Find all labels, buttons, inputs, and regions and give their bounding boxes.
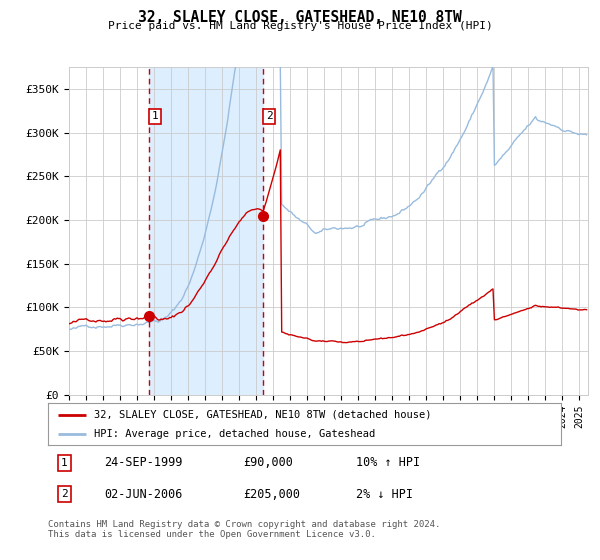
Bar [149, 67, 263, 395]
Text: 24-SEP-1999: 24-SEP-1999 [104, 456, 183, 469]
Text: HPI: Average price, detached house, Gateshead: HPI: Average price, detached house, Gate… [94, 429, 376, 439]
Text: 10% ↑ HPI: 10% ↑ HPI [356, 456, 420, 469]
Text: £90,000: £90,000 [243, 456, 293, 469]
Text: 2: 2 [266, 111, 272, 122]
Text: Price paid vs. HM Land Registry's House Price Index (HPI): Price paid vs. HM Land Registry's House … [107, 21, 493, 31]
Text: £205,000: £205,000 [243, 488, 300, 501]
Text: Contains HM Land Registry data © Crown copyright and database right 2024.
This d: Contains HM Land Registry data © Crown c… [48, 520, 440, 539]
Text: 1: 1 [61, 458, 68, 468]
Text: 32, SLALEY CLOSE, GATESHEAD, NE10 8TW (detached house): 32, SLALEY CLOSE, GATESHEAD, NE10 8TW (d… [94, 409, 431, 419]
Text: 32, SLALEY CLOSE, GATESHEAD, NE10 8TW: 32, SLALEY CLOSE, GATESHEAD, NE10 8TW [138, 10, 462, 25]
Text: 1: 1 [152, 111, 158, 122]
Text: 02-JUN-2006: 02-JUN-2006 [104, 488, 183, 501]
Text: 2: 2 [61, 489, 68, 500]
Text: 2% ↓ HPI: 2% ↓ HPI [356, 488, 413, 501]
